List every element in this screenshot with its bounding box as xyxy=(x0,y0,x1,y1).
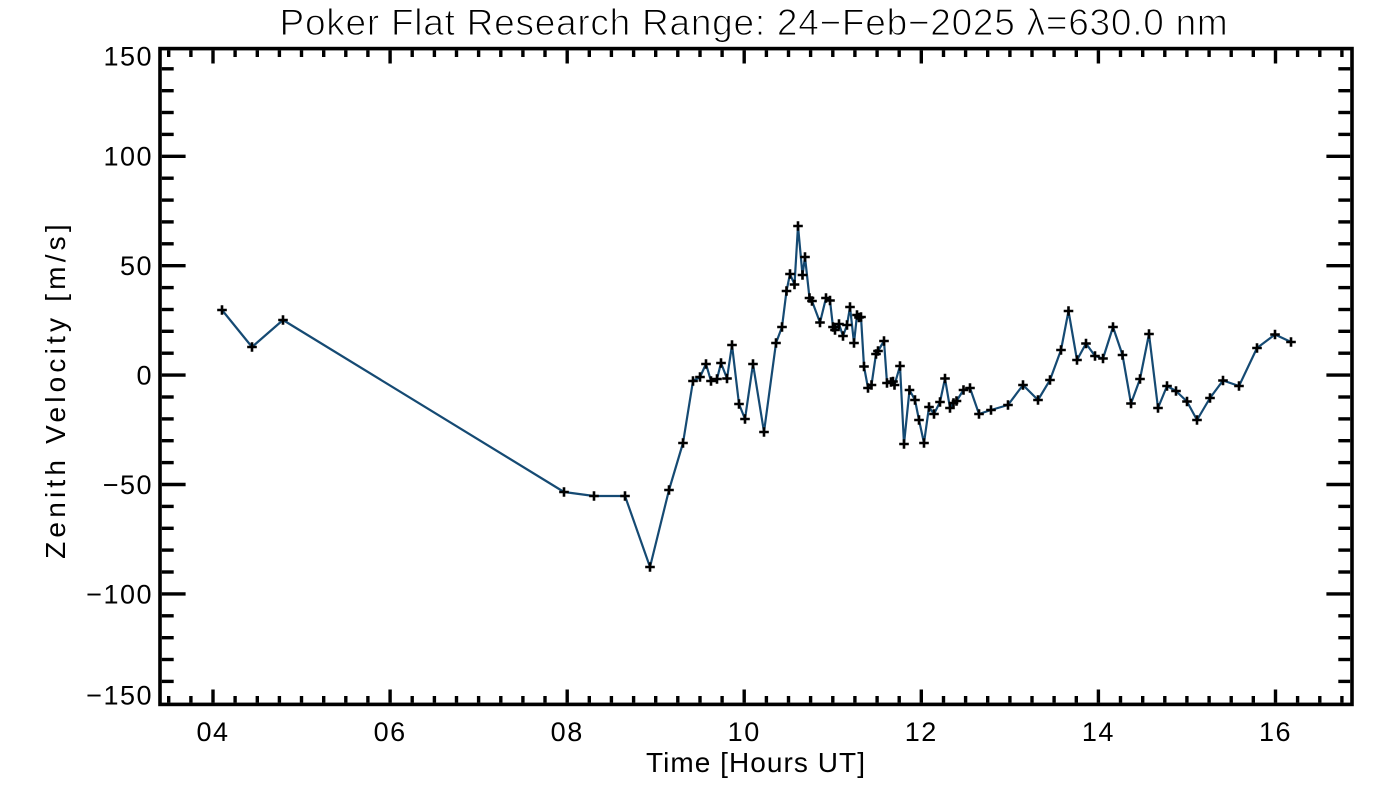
svg-text:100: 100 xyxy=(103,142,153,172)
svg-text:Zenith Velocity [m/s]: Zenith Velocity [m/s] xyxy=(40,220,71,559)
svg-text:10: 10 xyxy=(728,717,761,747)
svg-text:06: 06 xyxy=(374,717,407,747)
svg-text:08: 08 xyxy=(551,717,584,747)
svg-text:16: 16 xyxy=(1259,717,1292,747)
svg-text:150: 150 xyxy=(103,42,153,72)
svg-text:−150: −150 xyxy=(86,680,153,710)
svg-text:04: 04 xyxy=(196,717,229,747)
svg-text:0: 0 xyxy=(136,360,153,390)
svg-text:Time [Hours UT]: Time [Hours UT] xyxy=(646,747,866,778)
svg-text:−100: −100 xyxy=(86,579,153,609)
svg-text:50: 50 xyxy=(120,251,153,281)
svg-text:14: 14 xyxy=(1082,717,1115,747)
svg-text:−50: −50 xyxy=(103,470,153,500)
svg-text:12: 12 xyxy=(905,717,938,747)
svg-text:Poker Flat Research Range: 24−: Poker Flat Research Range: 24−Feb−2025 λ… xyxy=(280,2,1229,43)
